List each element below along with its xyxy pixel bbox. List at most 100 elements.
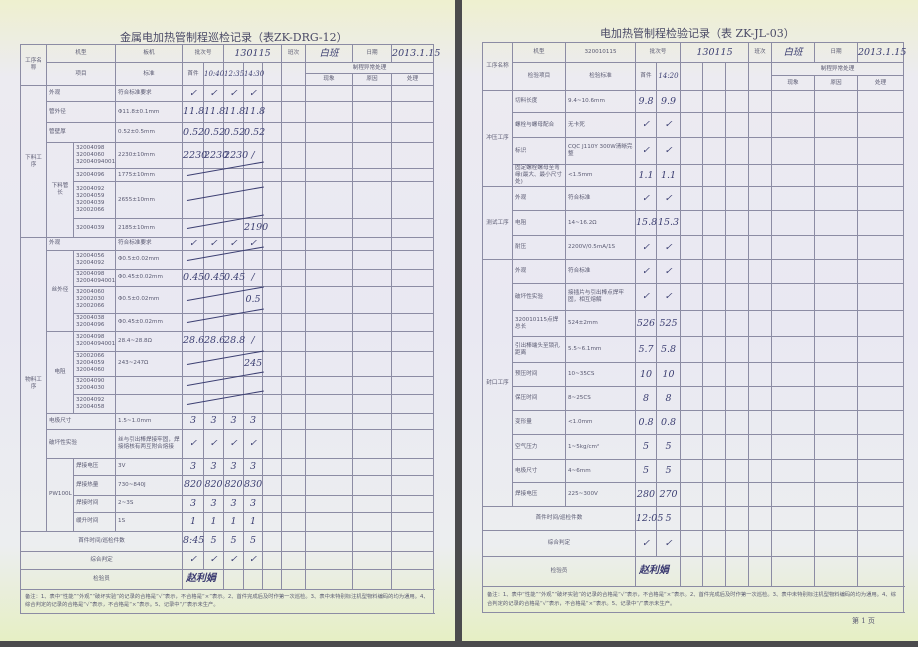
time-header: 14:30 bbox=[243, 62, 264, 86]
recorded-value bbox=[203, 249, 225, 270]
blank-cell bbox=[771, 283, 816, 311]
recorded-value bbox=[203, 312, 225, 332]
recorded-value bbox=[725, 90, 750, 113]
recorded-value bbox=[281, 285, 307, 314]
model-label: 机型 bbox=[45, 44, 117, 63]
recorded-value bbox=[223, 285, 245, 314]
recorded-value bbox=[243, 312, 264, 332]
blank-cell bbox=[814, 556, 859, 587]
process-group-label: 封口工序 bbox=[482, 259, 513, 507]
recorded-value bbox=[262, 457, 283, 476]
recorded-value: 8:45 bbox=[182, 530, 204, 552]
recorded-value bbox=[748, 386, 773, 411]
recorded-value: 0.52 bbox=[182, 122, 204, 143]
recorded-value bbox=[702, 362, 727, 387]
recorded-value: 820 bbox=[203, 474, 225, 496]
blank-cell bbox=[352, 181, 393, 219]
date-label: 日期 bbox=[352, 44, 393, 63]
cause-header: 原因 bbox=[352, 73, 393, 86]
recorded-value bbox=[680, 210, 704, 236]
recorded-value: 5 bbox=[655, 459, 682, 483]
inspection-item: 耐压 bbox=[512, 235, 566, 260]
recorded-value bbox=[182, 246, 264, 270]
blank-cell bbox=[352, 494, 393, 513]
recorded-value: 12:05 bbox=[635, 506, 663, 531]
recorded-value: 3 bbox=[223, 494, 245, 513]
recorded-value bbox=[725, 112, 750, 138]
recorded-value: 3 bbox=[243, 494, 264, 513]
blank-cell bbox=[352, 350, 393, 377]
blank-cell bbox=[391, 550, 435, 570]
blank-cell bbox=[814, 530, 859, 557]
table-row: 下料管长 32004098 32004060 32004094001 2230±10… bbox=[21, 142, 435, 238]
blank-cell bbox=[305, 249, 354, 270]
batch-label: 批次号 bbox=[182, 44, 225, 63]
blank-cell bbox=[352, 285, 393, 314]
time-header: 12:35 bbox=[223, 62, 244, 86]
blank-cell bbox=[857, 137, 905, 165]
blank-cell bbox=[352, 142, 393, 169]
inspection-item: 保压时间 bbox=[512, 386, 566, 411]
inspection-item: 320010115点焊总长 bbox=[512, 310, 566, 337]
blank-cell bbox=[391, 122, 435, 143]
blank-cell bbox=[814, 482, 859, 507]
blank-cell bbox=[814, 336, 859, 363]
blank-cell bbox=[243, 568, 264, 590]
inspection-standard: 3V bbox=[115, 457, 184, 476]
batch-value: 130115 bbox=[680, 42, 750, 63]
recorded-value bbox=[702, 386, 727, 411]
table-row: 电阻 32004098 32004094001 28.4~28.8Ω 28.6 28.6… bbox=[21, 330, 435, 414]
blank-cell bbox=[857, 90, 905, 113]
table-row: 首件时间/巡检件数 8:45 5 5 5 bbox=[19, 530, 435, 552]
recorded-value bbox=[680, 112, 704, 138]
table-row: 检验员 赵利娟 bbox=[19, 568, 435, 590]
inspection-standard: 0.52±0.5mm bbox=[115, 122, 184, 143]
right-sheet-title: 电加热管制程检验记录（表 ZK-JL-03） bbox=[600, 27, 795, 40]
recorded-value bbox=[702, 410, 727, 435]
blank-cell bbox=[814, 434, 859, 460]
inspection-standard: CQC J110Y 300W清晰完整 bbox=[565, 137, 636, 165]
blank-cell bbox=[391, 237, 435, 251]
blank-cell bbox=[771, 259, 816, 284]
recorded-value: 5 bbox=[635, 434, 657, 460]
blank-cell bbox=[305, 530, 354, 552]
blank-cell bbox=[771, 556, 816, 587]
shift-value: 白班 bbox=[771, 42, 816, 63]
recorded-value bbox=[262, 474, 283, 496]
blank-cell bbox=[814, 283, 859, 311]
inspection-standard: 无卡死 bbox=[565, 112, 636, 138]
recorded-value: ✓ bbox=[203, 237, 225, 251]
recorded-value bbox=[281, 457, 307, 476]
recorded-value bbox=[680, 530, 704, 557]
recorded-value: 15.8 bbox=[635, 210, 657, 236]
recorded-value: ✓ bbox=[635, 137, 657, 165]
row-label: 综合判定 bbox=[19, 550, 184, 570]
blank-cell bbox=[391, 511, 435, 532]
recorded-value bbox=[262, 237, 283, 251]
recorded-value bbox=[725, 530, 750, 557]
recorded-value: 0.52 bbox=[223, 122, 245, 143]
recorded-value: 28.6 bbox=[203, 330, 225, 352]
blank-cell bbox=[771, 90, 816, 113]
inspection-item: 预压时间 bbox=[512, 362, 566, 387]
inspection-standard: Φ0.45±0.02mm bbox=[115, 268, 184, 287]
recorded-value: 2190 bbox=[243, 218, 268, 238]
sub-group-label: PW100L bbox=[46, 457, 74, 532]
blank-cell bbox=[857, 386, 905, 411]
blank-cell bbox=[771, 362, 816, 387]
table-row: 变形量 <1.0mm 0.8 0.8 bbox=[483, 410, 905, 435]
recorded-value: ✓ bbox=[655, 186, 682, 211]
inspection-standard: 丝与引出棒焊接牢固，焊接熔核有两互附合熔接 bbox=[115, 428, 184, 459]
blank-cell bbox=[771, 164, 816, 187]
recorded-value bbox=[281, 350, 307, 377]
blank-cell bbox=[857, 482, 905, 507]
recorded-value: 820 bbox=[223, 474, 245, 496]
inspection-standard: 2655±10mm bbox=[115, 181, 184, 219]
inspection-standard: 524±2mm bbox=[565, 310, 636, 337]
recorded-value bbox=[748, 210, 773, 236]
recorded-value bbox=[725, 310, 750, 337]
recorded-value: ✓ bbox=[182, 237, 205, 251]
recorded-value bbox=[680, 362, 704, 387]
blank-cell bbox=[857, 283, 905, 311]
inspection-standard bbox=[115, 375, 184, 395]
